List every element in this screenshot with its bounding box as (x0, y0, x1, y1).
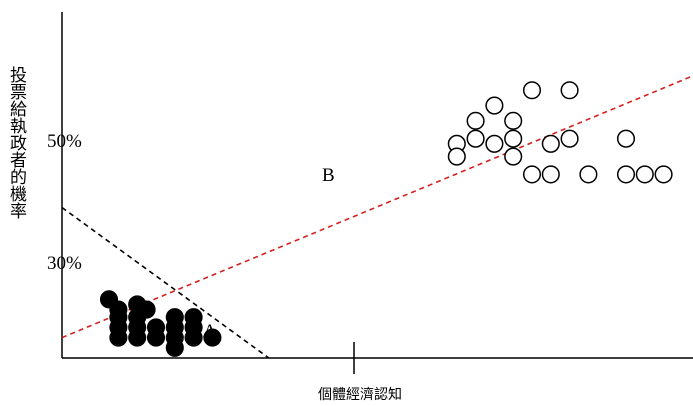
filled-point-13 (109, 328, 128, 347)
hollow-point-10 (560, 129, 579, 148)
hollow-point-12 (447, 147, 466, 166)
hollow-point-15 (541, 165, 560, 184)
hollow-point-4 (504, 111, 523, 130)
hollow-point-9 (541, 134, 560, 153)
line-label-a: A (203, 321, 217, 342)
hollow-point-16 (579, 165, 598, 184)
filled-point-15 (146, 328, 166, 347)
hollow-point-0 (522, 81, 542, 100)
x-axis-label: 個體經濟認知 (318, 387, 402, 403)
filled-point-18 (203, 328, 222, 347)
hollow-point-11 (616, 129, 636, 148)
hollow-point-14 (522, 165, 542, 184)
y-tick-label-50: 50% (47, 131, 82, 152)
data-points (99, 81, 673, 357)
trend-lines (61, 74, 693, 359)
trend-line-a (61, 206, 270, 359)
hollow-point-17 (616, 165, 636, 184)
hollow-point-18 (635, 165, 654, 184)
filled-point-19 (165, 338, 184, 357)
hollow-point-13 (504, 147, 523, 166)
y-tick-label-30: 30% (47, 253, 82, 274)
filled-point-14 (128, 328, 147, 347)
filled-point-17 (184, 328, 203, 347)
hollow-point-5 (466, 129, 485, 148)
hollow-point-1 (560, 81, 579, 100)
hollow-point-2 (485, 96, 504, 115)
trend-line-b (61, 74, 693, 339)
hollow-point-8 (485, 134, 504, 153)
hollow-point-6 (504, 129, 523, 148)
hollow-point-3 (466, 111, 485, 130)
line-label-b: B (322, 165, 335, 186)
y-axis-label: 投票給執政者的機率 (6, 66, 26, 219)
hollow-point-19 (654, 165, 673, 184)
